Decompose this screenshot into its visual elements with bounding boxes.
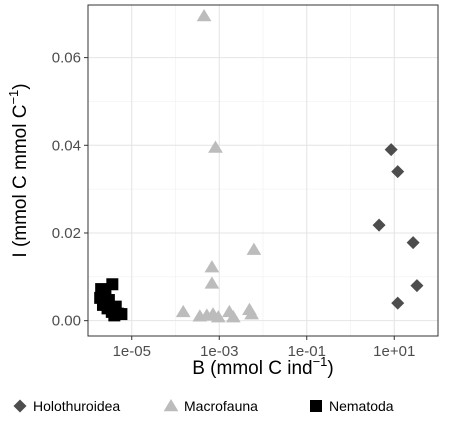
y-axis-title-close: ) (10, 83, 31, 89)
y-axis-title-main: I (mmol C mmol C (10, 105, 31, 258)
x-tick-label: 1e-05 (113, 343, 151, 360)
holothuroidea-legend-label: Holothuroidea (33, 398, 120, 414)
tick-labels: 0.00 0.02 0.04 0.06 1e-05 1e-03 1e-01 1e+01 (52, 50, 416, 360)
x-tick-label: 1e+01 (373, 343, 415, 360)
plot-panel-border (87, 4, 439, 337)
y-tick-label: 0.00 (52, 313, 81, 330)
macrofauna-legend-key (163, 399, 179, 412)
macrofauna-point (175, 304, 191, 318)
y-tick-label: 0.04 (52, 137, 81, 154)
gridlines (88, 5, 438, 336)
x-axis-title-main: B (mmol C ind (192, 358, 312, 379)
macrofauna-legend-label: Macrofauna (184, 398, 258, 414)
holothuroidea-point (406, 236, 420, 250)
nematoda-point (108, 309, 121, 322)
data-points (94, 8, 424, 323)
macrofauna-point (196, 8, 212, 22)
holothuroidea-legend-key (13, 399, 27, 413)
holothuroidea-point (410, 279, 424, 293)
x-tick-label: 1e-01 (288, 343, 326, 360)
nematoda-legend-key (310, 400, 322, 412)
holothuroidea-point (372, 218, 386, 232)
macrofauna-point (244, 307, 259, 320)
holothuroidea-point (384, 143, 398, 157)
x-axis-title-close: ) (327, 358, 333, 379)
x-tick-label: 1e-03 (200, 343, 238, 360)
holothuroidea-point (391, 296, 405, 310)
nematoda-legend-label: Nematoda (329, 398, 394, 414)
macrofauna-point (210, 310, 226, 323)
y-axis-title-sup: −1 (6, 90, 21, 105)
y-tick-label: 0.06 (52, 50, 81, 67)
macrofauna-point (204, 260, 220, 273)
macrofauna-point (225, 310, 241, 323)
x-axis-title: B (mmol C ind−1) (192, 354, 334, 379)
macrofauna-point (246, 242, 262, 255)
legend: Holothuroidea Macrofauna Nematoda (13, 398, 394, 414)
macrofauna-point (208, 140, 223, 153)
y-tick-label: 0.02 (52, 225, 81, 242)
y-axis-title: I (mmol C mmol C−1) (6, 83, 31, 257)
macrofauna-point (204, 276, 220, 289)
holothuroidea-point (391, 165, 405, 179)
x-axis-title-sup: −1 (313, 354, 328, 369)
